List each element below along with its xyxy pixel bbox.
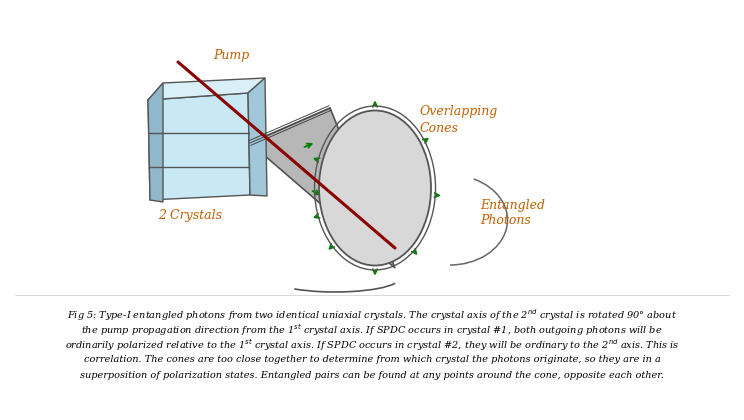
Text: correlation. The cones are too close together to determine from which crystal th: correlation. The cones are too close tog… xyxy=(83,355,661,365)
Polygon shape xyxy=(148,93,250,200)
Polygon shape xyxy=(148,83,163,202)
Polygon shape xyxy=(250,108,395,268)
Text: ordinarily polarized relative to the 1$^{st}$ crystal axis. If SPDC occurs in cr: ordinarily polarized relative to the 1$^… xyxy=(65,337,679,353)
Text: superposition of polarization states. Entangled pairs can be found at any points: superposition of polarization states. En… xyxy=(80,370,664,380)
Text: 2 Crystals: 2 Crystals xyxy=(158,208,222,221)
Text: Pump: Pump xyxy=(213,48,249,61)
Text: Overlapping
Cones: Overlapping Cones xyxy=(420,105,498,134)
Text: Entangled
Photons: Entangled Photons xyxy=(480,199,545,228)
Text: Fig 5: Type-I entangled photons from two identical uniaxial crystals. The crysta: Fig 5: Type-I entangled photons from two… xyxy=(67,307,677,323)
Polygon shape xyxy=(148,78,265,100)
Text: the pump propagation direction from the 1$^{st}$ crystal axis. If SPDC occurs in: the pump propagation direction from the … xyxy=(81,322,663,338)
Polygon shape xyxy=(248,78,267,196)
Ellipse shape xyxy=(319,110,431,265)
